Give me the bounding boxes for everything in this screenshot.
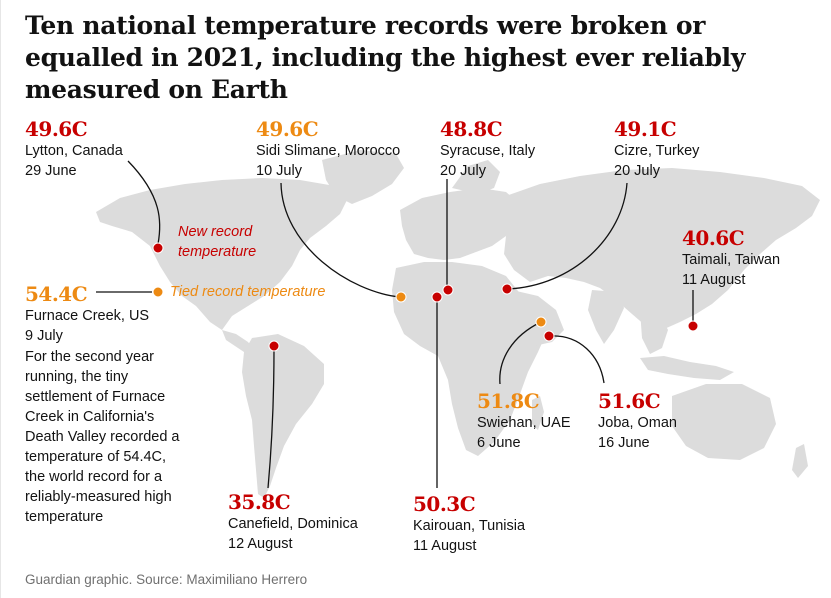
source-credit: Guardian graphic. Source: Maximiliano He… — [25, 572, 308, 587]
record-lytton-temp: 49.6C — [25, 117, 88, 141]
madagascar-landmass — [532, 396, 544, 430]
record-sidi-place: Sidi Slimane, Morocco — [256, 143, 401, 159]
record-syracuse-temp: 48.8C — [440, 117, 503, 141]
leader-line-canefield — [267, 347, 275, 489]
record-canefield-place: Canefield, Dominica — [228, 516, 358, 532]
record-cizre-date: 20 July — [614, 163, 660, 179]
marker-sidi — [395, 291, 407, 303]
record-taimali: 40.6C Taimali, Taiwan 11 August — [682, 226, 780, 290]
marker-syracuse — [442, 284, 454, 296]
scandinavia-landmass — [452, 160, 500, 194]
record-syracuse: 48.8C Syracuse, Italy 20 July — [440, 117, 535, 181]
record-cizre-temp: 49.1C — [614, 117, 677, 141]
record-kairouan-temp: 50.3C — [413, 492, 476, 516]
record-taimali-date: 11 August — [682, 272, 746, 288]
record-swiehan-date: 6 June — [477, 435, 521, 451]
southeast-asia-landmass — [640, 310, 668, 354]
record-furnace: 54.4C Furnace Creek, US 9 July For the s… — [25, 282, 185, 527]
record-joba-date: 16 June — [598, 435, 650, 451]
record-canefield-temp: 35.8C — [228, 490, 291, 514]
asia-landmass — [504, 168, 820, 330]
japan-landmass — [710, 236, 728, 282]
record-furnace-temp: 54.4C — [25, 282, 88, 306]
record-furnace-date: 9 July — [25, 328, 63, 344]
record-taimali-place: Taimali, Taiwan — [682, 252, 781, 268]
marker-taimali — [687, 320, 699, 332]
australia-landmass — [672, 384, 776, 460]
record-syracuse-place: Syracuse, Italy — [440, 143, 536, 159]
record-joba-temp: 51.6C — [598, 389, 661, 413]
record-taimali-temp: 40.6C — [682, 226, 745, 250]
leader-line-sidi — [280, 182, 401, 298]
marker-furnace — [152, 286, 164, 298]
record-swiehan-temp: 51.8C — [477, 389, 540, 413]
record-sidi: 49.6C Sidi Slimane, Morocco 10 July — [256, 117, 400, 181]
marker-canefield — [268, 340, 280, 352]
leader-line-cizre — [507, 182, 628, 290]
record-cizre-place: Cizre, Turkey — [614, 143, 700, 159]
record-markers — [152, 242, 699, 352]
record-furnace-place: Furnace Creek, US — [25, 308, 150, 324]
marker-lytton — [152, 242, 164, 254]
record-swiehan-place: Swiehan, UAE — [477, 415, 571, 431]
record-cizre: 49.1C Cizre, Turkey 20 July — [614, 117, 699, 181]
record-kairouan: 50.3C Kairouan, Tunisia 11 August — [413, 492, 525, 556]
marker-kairouan — [431, 291, 443, 303]
record-joba: 51.6C Joba, Oman 16 June — [598, 389, 677, 453]
record-lytton-place: Lytton, Canada — [25, 143, 123, 159]
record-sidi-temp: 49.6C — [256, 117, 319, 141]
record-kairouan-date: 11 August — [413, 538, 477, 554]
land-masses — [96, 150, 820, 498]
marker-joba — [543, 330, 555, 342]
marker-cizre — [501, 283, 513, 295]
record-lytton: 49.6C Lytton, Canada 29 June — [25, 117, 123, 181]
record-swiehan: 51.8C Swiehan, UAE 6 June — [477, 389, 571, 453]
record-furnace-note: For the second year running, the tiny se… — [25, 349, 180, 525]
record-kairouan-place: Kairouan, Tunisia — [413, 518, 526, 534]
leader-line-lytton — [127, 160, 161, 245]
left-edge-divider — [0, 0, 1, 598]
record-canefield-date: 12 August — [228, 536, 293, 552]
record-syracuse-date: 20 July — [440, 163, 486, 179]
record-joba-place: Joba, Oman — [598, 415, 677, 431]
europe-landmass — [400, 188, 520, 260]
leader-line-swiehan — [499, 321, 542, 385]
legend-new-record-label: New record temperature — [178, 224, 257, 260]
new-zealand-landmass — [792, 444, 808, 478]
greenland-landmass — [322, 150, 404, 204]
indonesia-landmass — [640, 356, 734, 380]
leader-lines — [96, 160, 694, 489]
south-america-landmass — [242, 334, 324, 498]
record-lytton-date: 29 June — [25, 163, 77, 179]
africa-landmass — [392, 262, 546, 456]
india-landmass — [588, 290, 624, 344]
marker-swiehan — [535, 316, 547, 328]
legend-tied-record-label: Tied record temperature — [170, 284, 326, 300]
record-sidi-date: 10 July — [256, 163, 302, 179]
leader-line-joba — [548, 335, 605, 384]
record-canefield: 35.8C Canefield, Dominica 12 August — [228, 490, 358, 554]
page-title: Ten national temperature records were br… — [25, 11, 746, 104]
